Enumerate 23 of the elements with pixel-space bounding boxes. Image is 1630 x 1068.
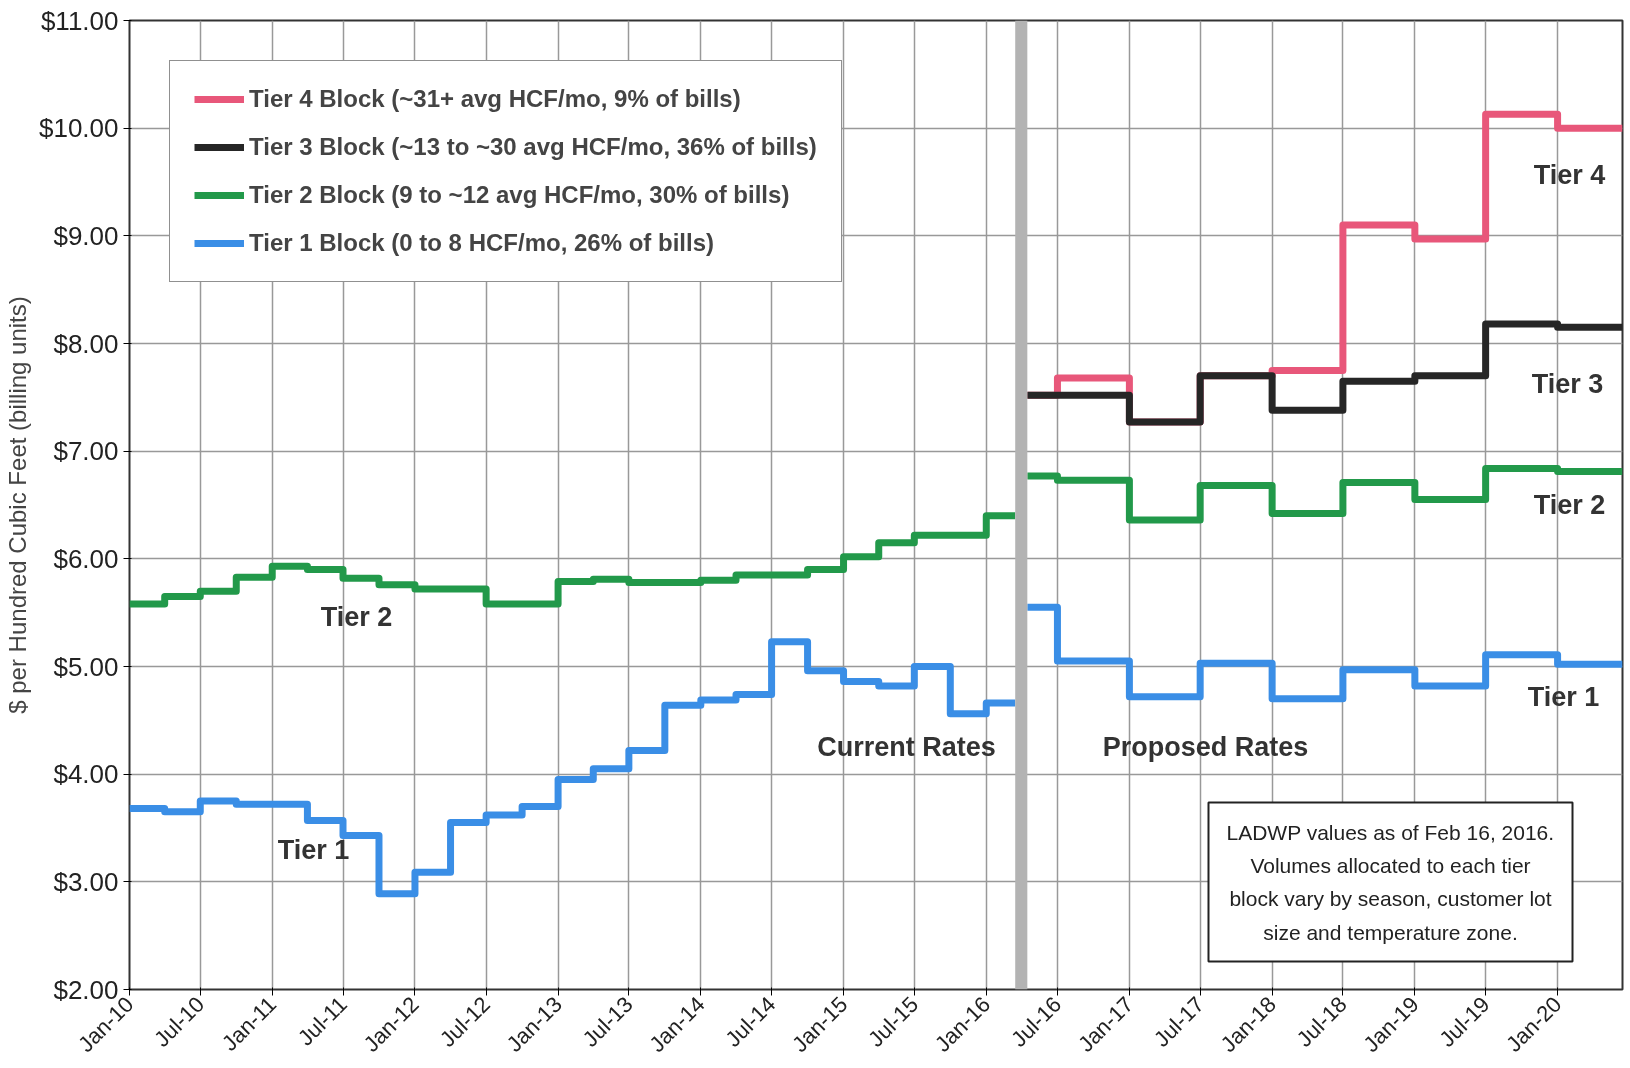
annotation: Tier 2: [1533, 489, 1606, 520]
legend-label: Tier 1 Block (0 to 8 HCF/mo, 26% of bills): [249, 229, 714, 257]
annotation: LADWP values as of Feb 16, 2016. Volumes allocated to each tier block vary by season, customer lot size and temperature zone.: [1226, 820, 1555, 944]
y-tick-label: $9.00: [53, 220, 119, 251]
y-tick-label: $8.00: [53, 328, 119, 359]
annotation: Tier 1: [1527, 681, 1600, 712]
y-axis-title: $ per Hundred Cubic Feet (billing units): [3, 296, 31, 714]
y-tick-label: $3.00: [53, 866, 119, 897]
y-tick-label: $11.00: [40, 5, 119, 36]
y-tick-label: $10.00: [38, 113, 119, 144]
annotation: Current Rates: [817, 731, 996, 762]
annotation: Tier 2: [320, 601, 393, 632]
legend-label: Tier 2 Block (9 to ~12 avg HCF/mo, 30% of bills): [249, 181, 790, 209]
annotation: Proposed Rates: [1102, 731, 1309, 762]
annotation: Tier 3: [1531, 368, 1604, 399]
y-tick-label: $6.00: [53, 543, 119, 574]
annotation: Tier 4: [1533, 159, 1606, 190]
legend-label: Tier 3 Block (~13 to ~30 avg HCF/mo, 36% of bills): [249, 133, 817, 161]
y-tick-label: $4.00: [53, 759, 119, 790]
y-tick-label: $7.00: [53, 436, 119, 467]
annotation: Tier 1: [277, 834, 350, 865]
y-tick-label: $5.00: [53, 651, 119, 682]
legend-label: Tier 4 Block (~31+ avg HCF/mo, 9% of bills): [249, 85, 741, 113]
